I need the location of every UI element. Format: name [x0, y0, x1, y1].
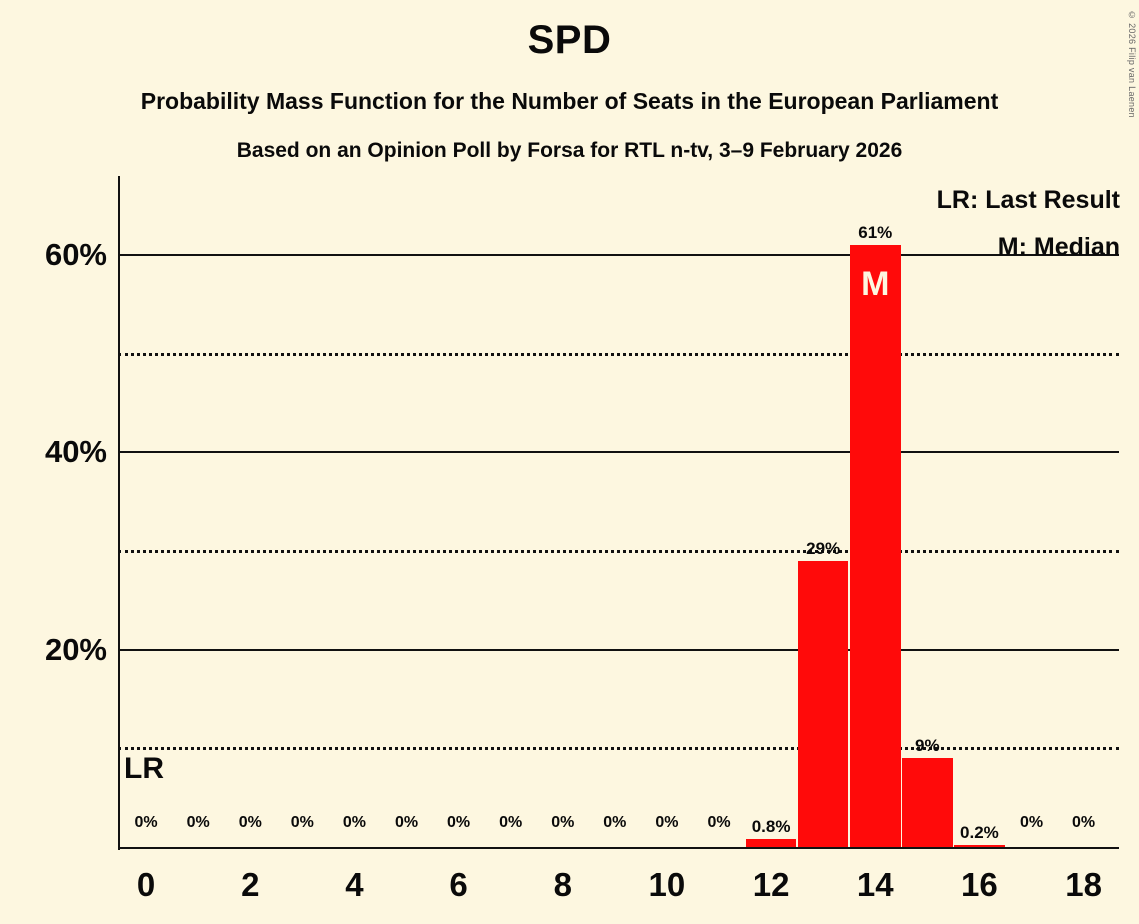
gridline-major-40	[118, 451, 1119, 454]
bar-value-label-seat-13: 29%	[806, 538, 841, 558]
gridline-major-20	[118, 648, 1119, 651]
y-axis-line	[118, 176, 120, 850]
x-tick-label-16: 16	[961, 866, 998, 903]
bar-value-label-seat-9: 0%	[603, 814, 627, 831]
gridline-minor-10	[118, 747, 1119, 751]
x-tick-label-0: 0	[136, 866, 156, 903]
x-tick-label-4: 4	[345, 866, 364, 903]
x-tick-label-2: 2	[241, 866, 260, 903]
y-tick-label-20%: 20%	[44, 631, 107, 667]
x-tick-label-10: 10	[648, 866, 686, 903]
gridline-major-60	[118, 253, 1119, 256]
bar-value-label-seat-8: 0%	[551, 814, 575, 831]
bar-value-label-seat-14: 61%	[858, 223, 893, 243]
bar-value-label-seat-16: 0.2%	[960, 823, 999, 843]
y-tick-label-40%: 40%	[44, 434, 107, 470]
bar-value-label-seat-4: 0%	[342, 814, 366, 831]
chart-source-line: Based on an Opinion Poll by Forsa for RT…	[236, 139, 903, 162]
bar-value-label-seat-7: 0%	[499, 814, 523, 831]
bar-value-label-seat-0: 0%	[134, 814, 158, 831]
median-marker: M	[861, 265, 890, 304]
x-tick-label-8: 8	[553, 866, 572, 903]
x-tick-label-14: 14	[856, 866, 894, 903]
bar-value-label-seat-6: 0%	[447, 814, 471, 831]
bar-seat-13[interactable]	[797, 560, 849, 847]
chart-subtitle: Probability Mass Function for the Number…	[140, 88, 999, 114]
copyright-notice: © 2026 Filip van Laenen	[1127, 10, 1137, 118]
bar-value-label-seat-2: 0%	[238, 814, 262, 831]
legend-last-result: LR: Last Result	[936, 186, 1120, 214]
last-result-marker: LR	[124, 752, 164, 785]
bar-value-label-seat-12: 0.8%	[751, 817, 791, 837]
gridline-minor-30	[118, 549, 1119, 553]
bar-value-label-seat-11: 0%	[707, 814, 731, 831]
y-tick-label-60%: 60%	[44, 236, 107, 272]
x-tick-label-18: 18	[1065, 866, 1102, 903]
bar-seat-14[interactable]	[849, 245, 901, 847]
x-tick-label-12: 12	[752, 866, 790, 903]
x-tick-label-6: 6	[449, 866, 468, 903]
x-axis-line	[118, 847, 1119, 849]
bar-value-label-seat-1: 0%	[186, 814, 210, 831]
bar-seat-12[interactable]	[745, 839, 797, 847]
bar-seat-15[interactable]	[902, 758, 953, 847]
bar-value-label-seat-5: 0%	[394, 814, 419, 831]
bar-value-label-seat-15: 9%	[915, 736, 940, 756]
bar-seat-16[interactable]	[954, 845, 1005, 847]
bar-value-label-seat-18: 0%	[1072, 814, 1096, 831]
legend-median: M: Median	[997, 233, 1120, 261]
page-title: SPD	[527, 18, 612, 62]
bar-value-label-seat-17: 0%	[1019, 814, 1044, 831]
gridline-minor-50	[118, 352, 1119, 356]
bar-value-label-seat-10: 0%	[655, 814, 679, 831]
bar-value-label-seat-3: 0%	[290, 814, 314, 831]
